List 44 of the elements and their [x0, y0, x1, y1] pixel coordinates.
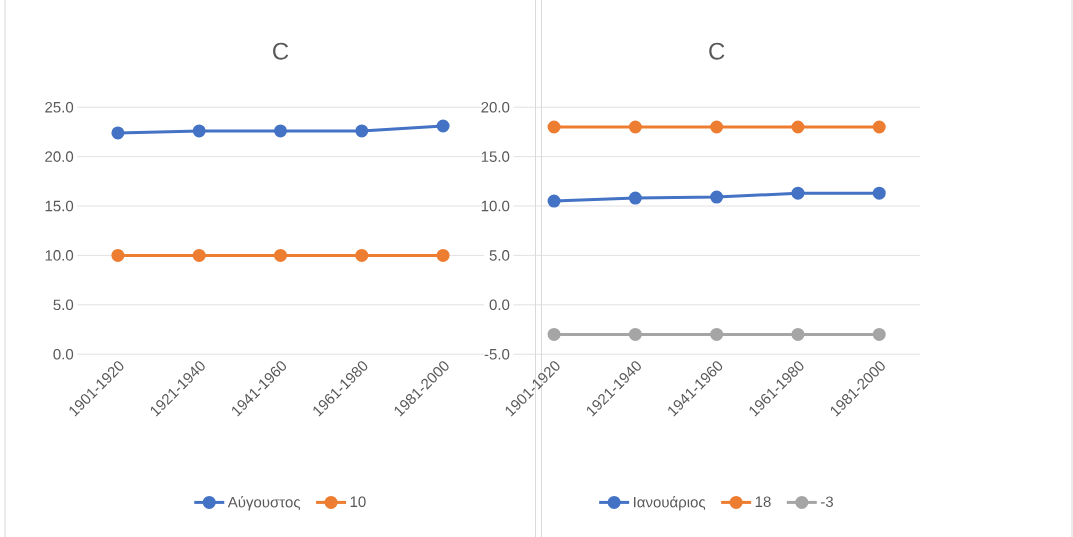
point — [710, 327, 724, 341]
point — [273, 124, 287, 138]
y-tick-label: 15.0 — [481, 151, 510, 162]
y-tick-label: 5.0 — [489, 250, 510, 261]
point — [628, 327, 642, 341]
point — [791, 327, 805, 341]
y-tick-label: 15.0 — [45, 200, 74, 212]
point — [872, 327, 886, 341]
point — [436, 119, 450, 133]
y-tick-label: 20.0 — [45, 151, 74, 162]
legend-label: 18 — [755, 496, 771, 508]
y-tick-label: -5.0 — [484, 348, 510, 360]
point — [273, 248, 287, 262]
y-tick-label: 10.0 — [45, 250, 74, 261]
point — [628, 191, 642, 205]
point — [710, 190, 724, 204]
chart-title: C — [273, 42, 289, 60]
point — [355, 248, 369, 262]
point — [547, 327, 561, 341]
point — [355, 124, 369, 138]
point — [791, 186, 805, 200]
point — [192, 248, 206, 262]
point — [192, 124, 206, 138]
y-tick-label: 5.0 — [53, 299, 74, 311]
legend-label: Ιανουάριος — [634, 496, 706, 511]
point — [872, 120, 886, 134]
point — [628, 120, 642, 134]
legend-label: 10 — [350, 496, 366, 508]
point — [872, 186, 886, 200]
chart-title: C — [709, 42, 725, 60]
y-tick-label: 10.0 — [481, 200, 510, 212]
point — [710, 120, 724, 134]
point — [111, 126, 125, 140]
point — [547, 194, 561, 208]
point — [436, 248, 450, 262]
y-tick-label: 0.0 — [53, 348, 74, 360]
y-tick-label: 0.0 — [489, 299, 510, 311]
y-tick-label: 20.0 — [481, 101, 510, 113]
point — [547, 120, 561, 134]
y-tick-label: 25.0 — [45, 101, 74, 113]
point — [111, 248, 125, 262]
point — [791, 120, 805, 134]
legend-label: -3 — [820, 496, 833, 508]
legend-label: Αύγουστος — [227, 496, 301, 511]
